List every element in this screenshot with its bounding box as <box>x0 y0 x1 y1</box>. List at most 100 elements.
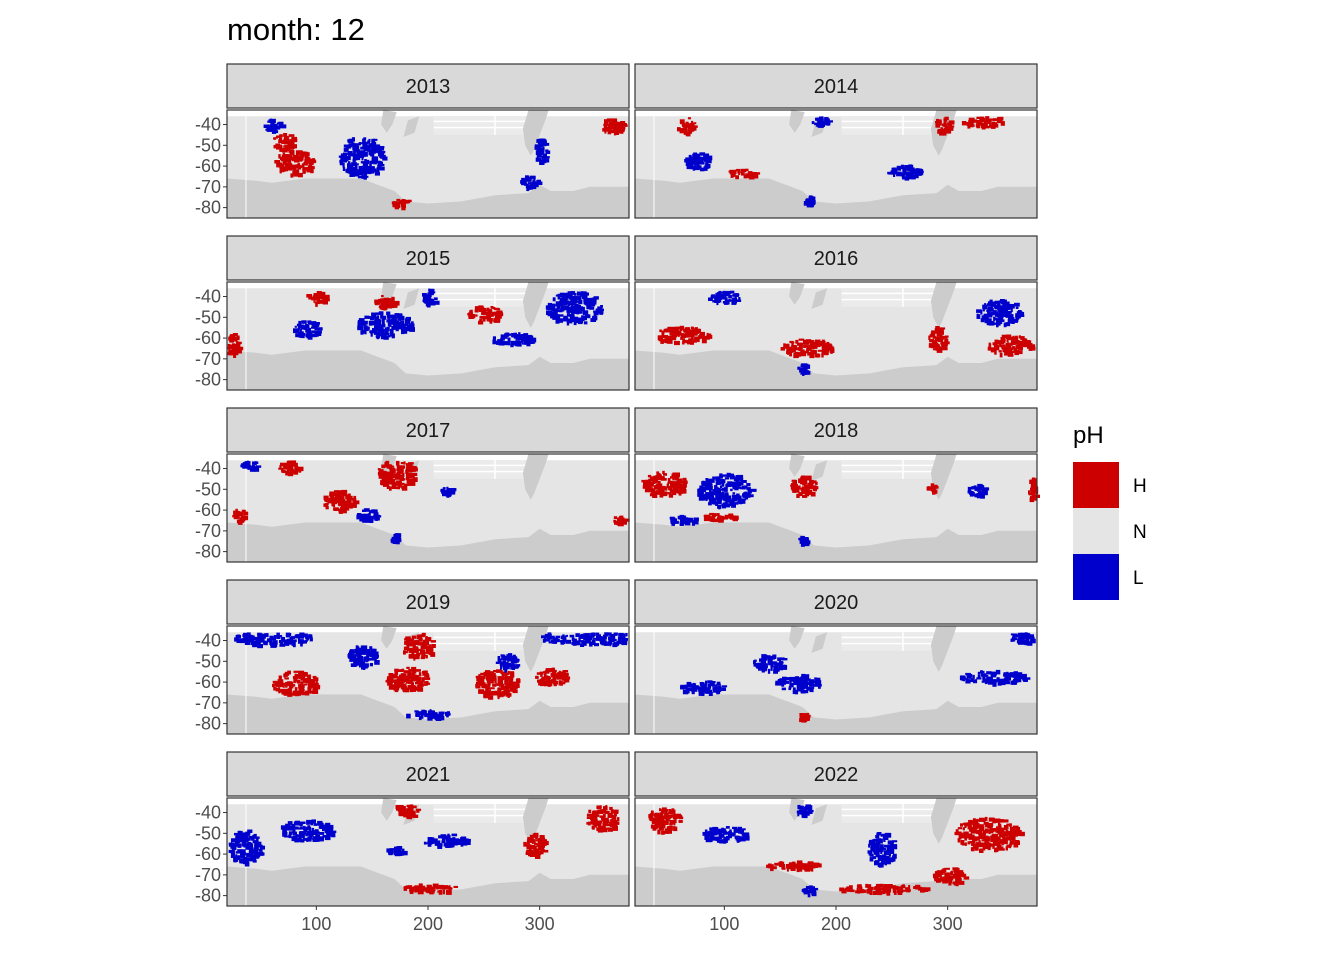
anomaly-cell <box>689 329 694 332</box>
anomaly-cell <box>422 299 426 302</box>
anomaly-cell <box>948 126 951 131</box>
anomaly-cell <box>730 475 736 480</box>
anomaly-cell <box>935 343 940 347</box>
anomaly-cell <box>237 849 243 852</box>
anomaly-cell <box>527 179 532 182</box>
anomaly-cell <box>234 336 240 339</box>
anomaly-cell <box>236 840 239 844</box>
anomaly-cell <box>610 635 616 640</box>
anomaly-cell <box>311 682 316 687</box>
anomaly-cell <box>298 639 304 644</box>
anomaly-cell <box>544 843 547 846</box>
anomaly-cell <box>375 517 378 521</box>
anomaly-cell <box>537 852 540 856</box>
anomaly-cell <box>489 680 492 684</box>
anomaly-cell <box>573 321 577 326</box>
anomaly-cell <box>596 805 602 809</box>
island-land <box>811 460 828 481</box>
anomaly-cell <box>598 310 604 314</box>
anomaly-cell <box>578 299 583 305</box>
anomaly-cluster-high <box>780 338 835 359</box>
anomaly-cell <box>563 679 567 683</box>
anomaly-cell <box>351 153 355 157</box>
anomaly-cell <box>680 336 683 340</box>
anomaly-cell <box>353 495 357 500</box>
anomaly-cell <box>308 327 311 332</box>
anomaly-cell <box>352 155 358 161</box>
anomaly-cell <box>428 644 432 649</box>
anomaly-cell <box>709 512 714 516</box>
anomaly-cell <box>382 156 388 161</box>
anomaly-cluster-high <box>641 470 688 498</box>
anomaly-cell <box>968 675 971 679</box>
anomaly-cell <box>405 813 412 817</box>
anomaly-cell <box>451 833 458 837</box>
anomaly-cell <box>541 158 546 161</box>
anomaly-cell <box>533 832 539 838</box>
anomaly-cell <box>1031 494 1035 500</box>
anomaly-cell <box>993 316 996 322</box>
anomaly-cell <box>539 851 544 855</box>
anomaly-cell <box>526 849 532 852</box>
anomaly-cell <box>724 497 727 500</box>
anomaly-cell <box>364 166 370 171</box>
anomaly-cell <box>534 145 539 150</box>
facet-panel-2017: 2017 <box>226 407 630 563</box>
anomaly-cell <box>414 472 418 477</box>
anomaly-cell <box>530 183 533 187</box>
anomaly-cell <box>612 128 615 131</box>
anomaly-cell <box>805 475 812 481</box>
anomaly-cell <box>315 680 318 686</box>
anomaly-cell <box>609 642 612 647</box>
anomaly-cell <box>295 164 299 167</box>
anomaly-cell <box>730 290 735 294</box>
anomaly-cell <box>930 331 934 336</box>
anomaly-cell <box>1017 343 1021 347</box>
anomaly-cell <box>308 158 314 164</box>
anomaly-cell <box>781 658 788 661</box>
anomaly-cell <box>567 291 574 295</box>
no-data-band <box>227 454 629 461</box>
anomaly-cell <box>396 806 399 811</box>
anomaly-cell <box>510 667 514 670</box>
anomaly-cell <box>932 348 939 351</box>
anomaly-cell <box>814 122 820 126</box>
anomaly-cell <box>396 203 401 209</box>
anomaly-cell <box>674 476 679 481</box>
anomaly-cell <box>721 482 725 487</box>
anomaly-cell <box>350 173 355 177</box>
anomaly-cell <box>417 887 423 892</box>
anomaly-cell <box>470 309 473 313</box>
anomaly-cell <box>733 502 739 505</box>
anomaly-cell <box>370 148 374 152</box>
anomaly-cell <box>717 518 724 523</box>
anomaly-cell <box>591 812 598 818</box>
anomaly-cell <box>368 510 373 514</box>
anomaly-cell <box>539 671 544 674</box>
anomaly-cell <box>249 849 253 852</box>
anomaly-cell <box>297 634 302 638</box>
anomaly-cell <box>592 640 596 645</box>
anomaly-cell <box>252 859 257 863</box>
anomaly-cell <box>764 667 767 672</box>
anomaly-cell <box>409 886 415 892</box>
anomaly-cell <box>251 468 256 471</box>
anomaly-cell <box>944 116 949 120</box>
anomaly-cell <box>353 144 358 148</box>
anomaly-cell <box>1005 676 1011 681</box>
anomaly-cell <box>746 483 751 487</box>
anomaly-cell <box>384 327 387 332</box>
anomaly-cluster-low <box>697 472 757 510</box>
anomaly-cell <box>274 681 281 686</box>
anomaly-cell <box>610 809 614 814</box>
anomaly-cell <box>427 842 432 847</box>
anomaly-cell <box>659 494 664 498</box>
anomaly-cell <box>269 638 273 643</box>
anomaly-cell <box>537 846 542 851</box>
anomaly-cluster-high <box>385 666 431 693</box>
anomaly-cell <box>396 465 401 469</box>
anomaly-cell <box>235 854 238 857</box>
anomaly-cluster-high <box>475 669 521 700</box>
anomaly-cell <box>991 322 998 325</box>
anomaly-cell <box>611 824 614 827</box>
